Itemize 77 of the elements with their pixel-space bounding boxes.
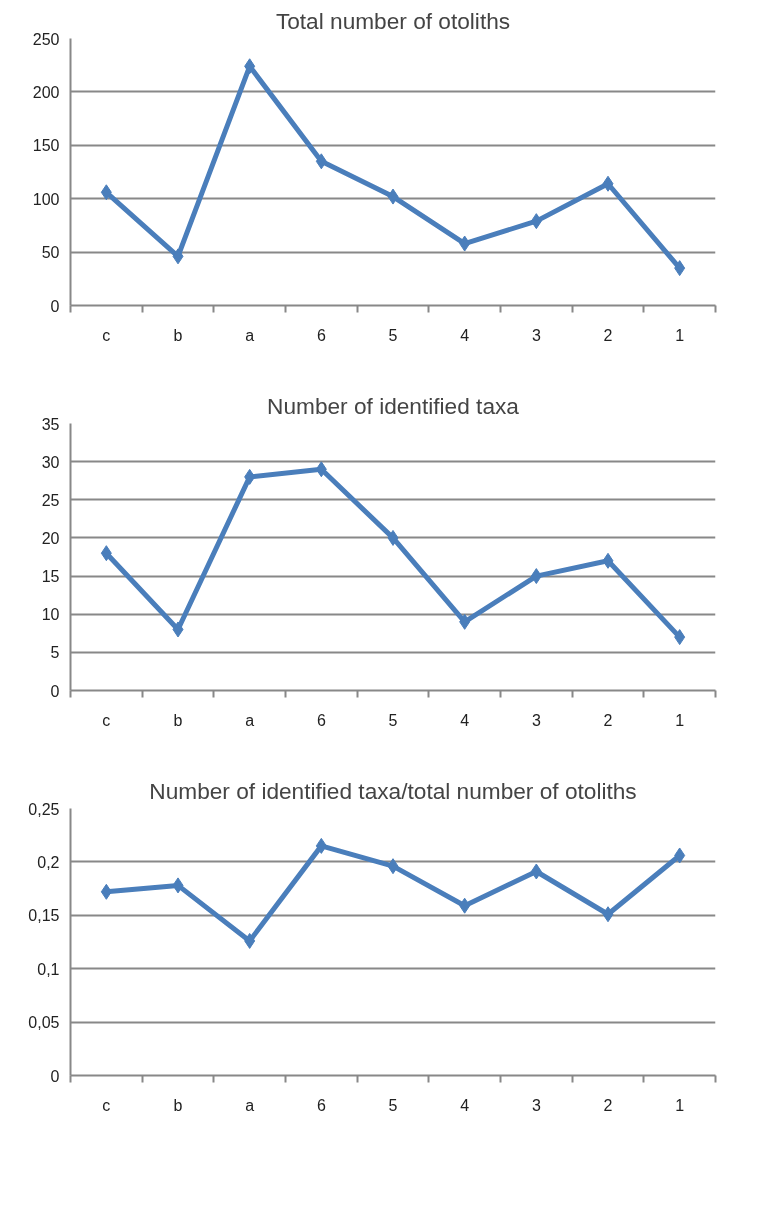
point (387, 529, 399, 546)
y-tick-label: 25 (41, 491, 60, 509)
x-tick-label: 6 (316, 326, 326, 344)
y-tick-label: 50 (41, 244, 60, 262)
x-tick-label: 5 (388, 326, 398, 344)
chart-title: Number of identified taxa/total number of otoliths (149, 777, 637, 804)
point (315, 461, 327, 478)
y-tick-label: 200 (32, 83, 60, 101)
x-tick-label: 6 (316, 1096, 326, 1114)
chart-title: Total number of otoliths (275, 7, 511, 34)
point (602, 552, 614, 569)
point (172, 877, 184, 894)
x-tick-label: 3 (531, 711, 541, 729)
point (100, 184, 112, 201)
y-tick-label: 250 (32, 30, 60, 48)
x-tick-label: b (173, 326, 183, 344)
point (674, 847, 686, 864)
y-tick-label: 30 (41, 453, 60, 471)
x-tick-label: 1 (675, 326, 685, 344)
chart-title: Number of identified taxa (267, 392, 520, 419)
x-tick-label: c (102, 1096, 111, 1114)
x-tick-label: 2 (603, 711, 613, 729)
x-tick-label: 6 (316, 711, 326, 729)
point (315, 153, 327, 170)
x-tick-label: 3 (531, 326, 541, 344)
x-tick-label: b (173, 1096, 183, 1114)
x-tick-label: 2 (603, 326, 613, 344)
x-tick-label: 2 (603, 1096, 613, 1114)
x-tick-label: 1 (675, 711, 685, 729)
y-tick-label: 35 (41, 415, 60, 433)
point (602, 906, 614, 923)
x-tick-label: 1 (675, 1096, 685, 1114)
y-tick-label: 0,15 (28, 907, 60, 925)
point (530, 568, 542, 585)
point (530, 863, 542, 880)
x-tick-label: 4 (460, 326, 470, 344)
y-tick-label: 20 (41, 529, 60, 547)
y-tick-label: 0,2 (37, 853, 60, 871)
y-tick-label: 10 (41, 606, 60, 624)
point (100, 545, 112, 562)
point (459, 613, 471, 630)
point (315, 837, 327, 854)
point (244, 468, 256, 485)
point (244, 932, 256, 949)
x-tick-label: a (245, 326, 255, 344)
point (530, 213, 542, 230)
y-tick-label: 150 (32, 137, 60, 155)
x-tick-label: b (173, 711, 183, 729)
point (602, 175, 614, 192)
point (674, 629, 686, 646)
y-tick-label: 0,25 (28, 800, 60, 818)
x-tick-label: 5 (388, 1096, 398, 1114)
point (674, 260, 686, 277)
point (244, 58, 256, 75)
x-tick-label: 4 (460, 1096, 470, 1114)
x-tick-label: c (102, 711, 111, 729)
point (459, 897, 471, 914)
x-tick-label: 5 (388, 711, 398, 729)
y-tick-label: 0 (50, 682, 60, 700)
y-tick-label: 5 (50, 644, 60, 662)
y-tick-label: 0,05 (28, 1014, 60, 1032)
y-tick-label: 100 (32, 190, 60, 208)
x-tick-label: a (245, 1096, 255, 1114)
y-tick-label: 0 (50, 297, 60, 315)
point (387, 188, 399, 205)
x-tick-label: a (245, 711, 255, 729)
point (172, 248, 184, 265)
x-tick-label: 4 (460, 711, 470, 729)
y-tick-label: 0 (50, 1067, 60, 1085)
x-tick-label: c (102, 326, 111, 344)
point (459, 235, 471, 252)
x-tick-label: 3 (531, 1096, 541, 1114)
point (100, 883, 112, 900)
point (387, 858, 399, 875)
y-tick-label: 15 (41, 568, 60, 586)
point (172, 621, 184, 638)
y-tick-label: 0,1 (37, 960, 60, 978)
